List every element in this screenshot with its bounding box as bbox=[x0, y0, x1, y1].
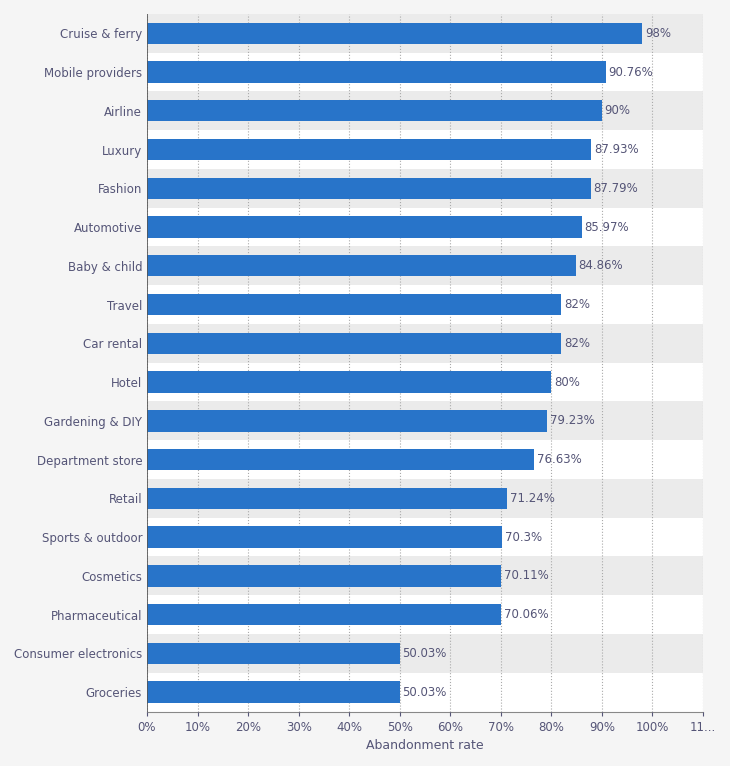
Bar bbox=[147, 139, 591, 160]
Bar bbox=[147, 518, 703, 556]
Bar bbox=[147, 294, 561, 316]
Bar bbox=[147, 332, 561, 354]
Text: 80%: 80% bbox=[554, 375, 580, 388]
Text: 50.03%: 50.03% bbox=[402, 647, 447, 660]
Text: 82%: 82% bbox=[564, 298, 590, 311]
Bar bbox=[147, 604, 501, 625]
Bar bbox=[147, 479, 703, 518]
Bar bbox=[147, 208, 703, 247]
Bar bbox=[147, 169, 703, 208]
Bar bbox=[147, 23, 642, 44]
Bar bbox=[147, 595, 703, 634]
Bar bbox=[147, 643, 400, 664]
Bar bbox=[147, 372, 551, 393]
Bar bbox=[147, 100, 602, 122]
Bar bbox=[147, 488, 507, 509]
Bar bbox=[147, 53, 703, 91]
Bar bbox=[147, 673, 703, 712]
Text: 90.76%: 90.76% bbox=[608, 66, 653, 79]
Bar bbox=[147, 247, 703, 285]
Bar bbox=[147, 178, 591, 199]
Bar bbox=[147, 217, 582, 237]
Text: 82%: 82% bbox=[564, 337, 590, 350]
Bar bbox=[147, 324, 703, 363]
Text: 70.11%: 70.11% bbox=[504, 569, 549, 582]
Text: 98%: 98% bbox=[645, 27, 671, 40]
Bar bbox=[147, 363, 703, 401]
X-axis label: Abandonment rate: Abandonment rate bbox=[366, 739, 484, 752]
Bar bbox=[147, 449, 534, 470]
Bar bbox=[147, 410, 548, 431]
Bar bbox=[147, 682, 400, 703]
Bar bbox=[147, 526, 502, 548]
Bar bbox=[147, 440, 703, 479]
Text: 87.79%: 87.79% bbox=[593, 182, 638, 195]
Bar bbox=[147, 130, 703, 169]
Text: 50.03%: 50.03% bbox=[402, 686, 447, 699]
Text: 76.63%: 76.63% bbox=[537, 453, 582, 466]
Text: 71.24%: 71.24% bbox=[510, 492, 555, 505]
Text: 90%: 90% bbox=[604, 104, 631, 117]
Text: 85.97%: 85.97% bbox=[584, 221, 629, 234]
Bar bbox=[147, 634, 703, 673]
Text: 79.23%: 79.23% bbox=[550, 414, 595, 427]
Bar bbox=[147, 401, 703, 440]
Text: 84.86%: 84.86% bbox=[578, 260, 623, 273]
Bar bbox=[147, 255, 576, 277]
Bar bbox=[147, 14, 703, 53]
Bar bbox=[147, 556, 703, 595]
Text: 70.3%: 70.3% bbox=[505, 531, 542, 544]
Bar bbox=[147, 91, 703, 130]
Text: 87.93%: 87.93% bbox=[594, 143, 639, 156]
Bar bbox=[147, 565, 502, 587]
Bar bbox=[147, 61, 606, 83]
Text: 70.06%: 70.06% bbox=[504, 608, 548, 621]
Bar bbox=[147, 285, 703, 324]
